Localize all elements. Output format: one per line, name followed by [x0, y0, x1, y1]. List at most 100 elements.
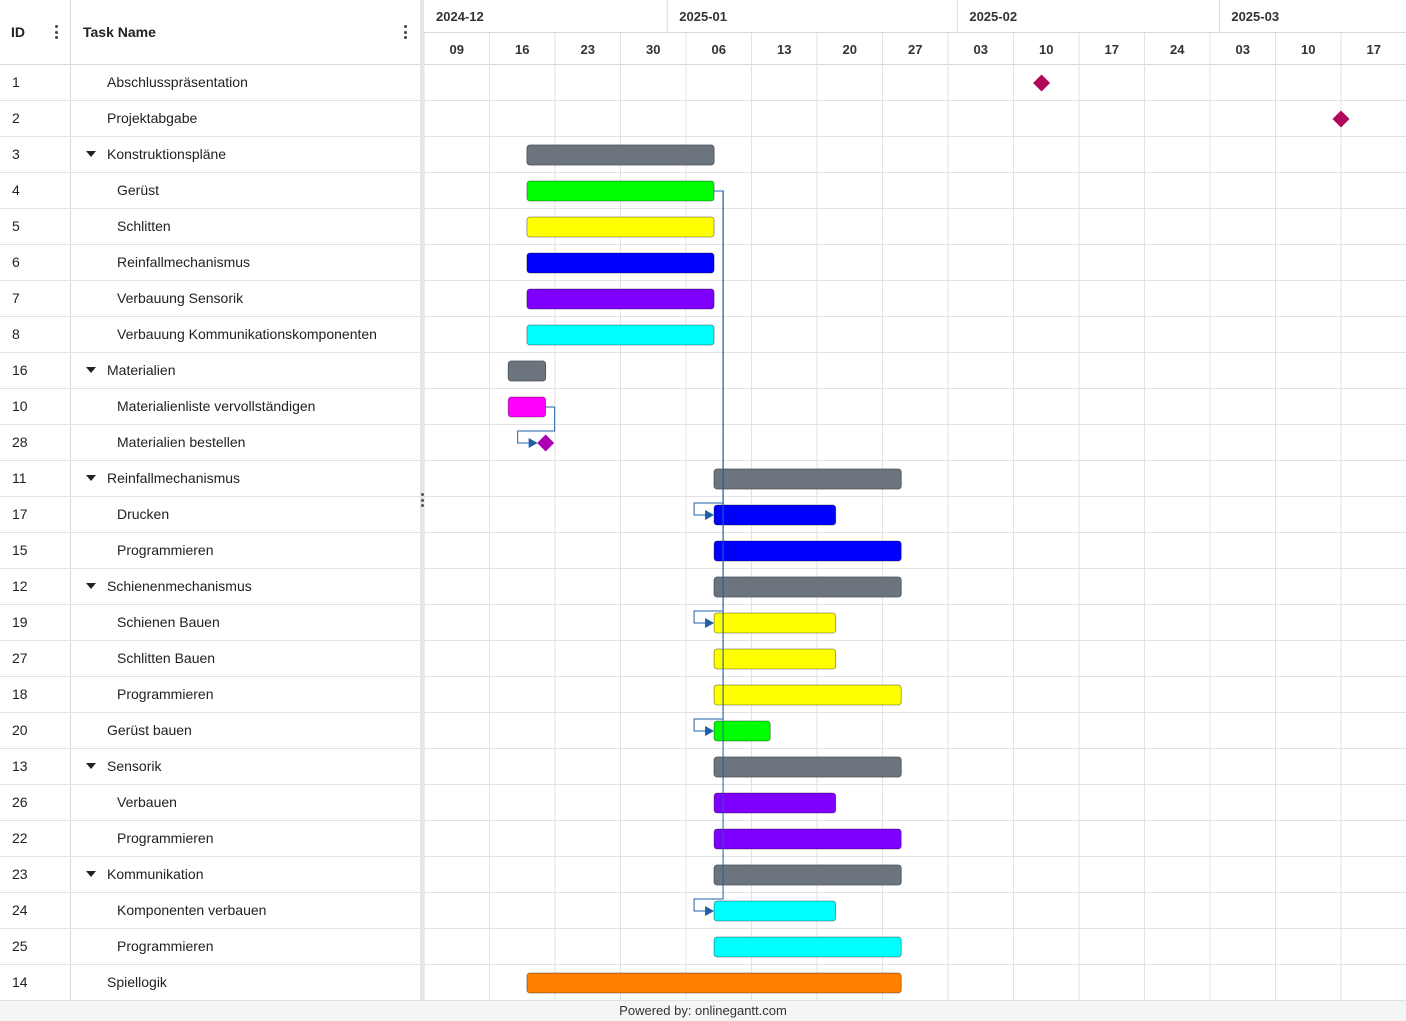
week-label: 03 — [974, 42, 988, 57]
task-bar[interactable] — [713, 648, 837, 670]
task-row[interactable]: 3 Konstruktionspläne — [0, 137, 420, 173]
collapse-caret-icon[interactable] — [86, 151, 96, 157]
task-id: 12 — [0, 569, 71, 604]
summary-bar[interactable] — [507, 360, 547, 382]
task-bar[interactable] — [526, 324, 715, 346]
dependency-link — [693, 190, 724, 912]
task-bar[interactable] — [713, 720, 771, 742]
task-row[interactable]: 24 Komponenten verbauen — [0, 893, 420, 929]
collapse-caret-icon[interactable] — [86, 763, 96, 769]
task-row[interactable]: 4 Gerüst — [0, 173, 420, 209]
task-row[interactable]: 11 Reinfallmechanismus — [0, 461, 420, 497]
task-name-cell: Komponenten verbauen — [71, 893, 420, 928]
summary-bar[interactable] — [713, 756, 902, 778]
task-name-cell: Projektabgabe — [71, 101, 420, 136]
month-label: 2025-03 — [1231, 9, 1279, 24]
task-row[interactable]: 13 Sensorik — [0, 749, 420, 785]
task-name: Kommunikation — [107, 866, 204, 882]
summary-bar[interactable] — [713, 576, 902, 598]
task-name-column-header[interactable]: Task Name — [71, 0, 420, 65]
dependency-arrow-icon — [705, 510, 715, 520]
task-name-column-menu-icon[interactable] — [399, 24, 411, 40]
task-bar[interactable] — [713, 504, 837, 526]
splitter-grip-icon[interactable] — [420, 493, 424, 507]
task-id: 16 — [0, 353, 71, 388]
summary-bar[interactable] — [713, 468, 902, 490]
week-label: 03 — [1236, 42, 1250, 57]
task-bar[interactable] — [526, 288, 715, 310]
task-name: Materialienliste vervollständigen — [117, 398, 316, 414]
task-bar[interactable] — [713, 612, 837, 634]
grid-splitter[interactable] — [420, 0, 424, 1000]
task-row[interactable]: 18 Programmieren — [0, 677, 420, 713]
id-column-header[interactable]: ID — [0, 0, 71, 65]
gantt-timeline: 2024-12 2025-01 2025-02 2025-03 09 16 23 30 06 13… — [424, 0, 1406, 1000]
task-bar[interactable] — [526, 216, 715, 238]
collapse-caret-icon[interactable] — [86, 583, 96, 589]
task-row[interactable]: 8 Verbauung Kommunikationskomponenten — [0, 317, 420, 353]
task-bar[interactable] — [713, 540, 902, 562]
task-name-cell: Reinfallmechanismus — [71, 245, 420, 280]
milestone-marker[interactable] — [1332, 110, 1350, 128]
task-row[interactable]: 22 Programmieren — [0, 821, 420, 857]
task-bar[interactable] — [526, 180, 715, 202]
task-bar[interactable] — [713, 684, 902, 706]
task-id: 13 — [0, 749, 71, 784]
task-row[interactable]: 16 Materialien — [0, 353, 420, 389]
task-name: Verbauung Sensorik — [117, 290, 244, 306]
task-row[interactable]: 7 Verbauung Sensorik — [0, 281, 420, 317]
task-bar[interactable] — [526, 972, 902, 994]
id-column-menu-icon[interactable] — [50, 24, 62, 40]
task-row[interactable]: 5 Schlitten — [0, 209, 420, 245]
week-label: 24 — [1170, 42, 1185, 57]
task-row[interactable]: 27 Schlitten Bauen — [0, 641, 420, 677]
week-label: 09 — [450, 42, 464, 57]
task-name: Abschlusspräsentation — [107, 74, 248, 90]
week-label: 06 — [712, 42, 726, 57]
task-row[interactable]: 14 Spiellogik — [0, 965, 420, 1001]
task-name: Drucken — [117, 506, 170, 522]
collapse-caret-icon[interactable] — [86, 475, 96, 481]
task-row[interactable]: 17 Drucken — [0, 497, 420, 533]
week-label: 10 — [1039, 42, 1053, 57]
task-name: Projektabgabe — [107, 110, 198, 126]
task-id: 4 — [0, 173, 71, 208]
task-id: 19 — [0, 605, 71, 640]
collapse-caret-icon[interactable] — [86, 367, 96, 373]
task-bar[interactable] — [713, 828, 902, 850]
task-name: Verbauung Kommunikationskomponenten — [117, 326, 377, 342]
task-row[interactable]: 20 Gerüst bauen — [0, 713, 420, 749]
task-row[interactable]: 12 Schienenmechanismus — [0, 569, 420, 605]
task-row[interactable]: 23 Kommunikation — [0, 857, 420, 893]
task-row[interactable]: 19 Schienen Bauen — [0, 605, 420, 641]
task-name-cell: Schlitten — [71, 209, 420, 244]
task-bar[interactable] — [713, 936, 902, 958]
timeline-canvas: 2024-12 2025-01 2025-02 2025-03 09 16 23 30 06 13… — [424, 0, 1406, 1000]
task-bar[interactable] — [713, 900, 837, 922]
milestone-marker[interactable] — [537, 434, 555, 452]
task-id: 20 — [0, 713, 71, 748]
task-row[interactable]: 10 Materialienliste vervollständigen — [0, 389, 420, 425]
task-row[interactable]: 6 Reinfallmechanismus — [0, 245, 420, 281]
task-id: 26 — [0, 785, 71, 820]
task-id: 2 — [0, 101, 71, 136]
summary-bar[interactable] — [713, 864, 902, 886]
task-name-cell: Reinfallmechanismus — [71, 461, 420, 496]
milestone-marker[interactable] — [1033, 74, 1051, 92]
task-row[interactable]: 1 Abschlusspräsentation — [0, 65, 420, 101]
task-bar[interactable] — [713, 792, 837, 814]
month-label: 2025-01 — [679, 9, 727, 24]
task-name-cell: Schienen Bauen — [71, 605, 420, 640]
task-id: 3 — [0, 137, 71, 172]
week-label: 13 — [777, 42, 791, 57]
task-row[interactable]: 15 Programmieren — [0, 533, 420, 569]
summary-bar[interactable] — [526, 144, 715, 166]
collapse-caret-icon[interactable] — [86, 871, 96, 877]
task-row[interactable]: 26 Verbauen — [0, 785, 420, 821]
task-row[interactable]: 28 Materialien bestellen — [0, 425, 420, 461]
task-bar[interactable] — [507, 396, 547, 418]
task-row[interactable]: 25 Programmieren — [0, 929, 420, 965]
task-bar[interactable] — [526, 252, 715, 274]
task-row[interactable]: 2 Projektabgabe — [0, 101, 420, 137]
